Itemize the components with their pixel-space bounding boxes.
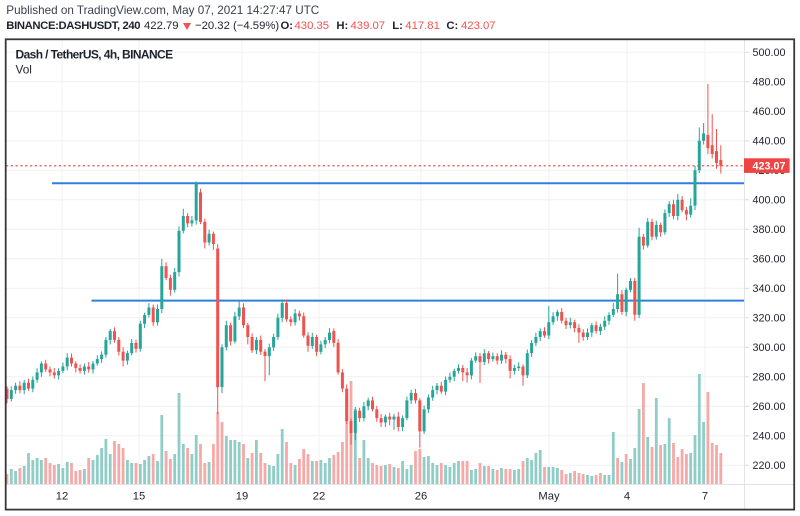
svg-text:19: 19 bbox=[236, 491, 248, 503]
svg-text:4: 4 bbox=[624, 491, 630, 503]
svg-text:26: 26 bbox=[415, 491, 427, 503]
svg-text:May: May bbox=[538, 491, 560, 503]
svg-text:Vol: Vol bbox=[16, 63, 32, 77]
svg-text:400.00: 400.00 bbox=[753, 195, 786, 207]
svg-text:380.00: 380.00 bbox=[753, 224, 786, 236]
svg-text:Dash / TetherUS, 4h, BINANCE: Dash / TetherUS, 4h, BINANCE bbox=[16, 48, 174, 62]
svg-text:423.07: 423.07 bbox=[753, 161, 786, 173]
svg-text:220.00: 220.00 bbox=[753, 460, 786, 472]
svg-text:7: 7 bbox=[702, 491, 708, 503]
svg-text:360.00: 360.00 bbox=[753, 254, 786, 266]
svg-text:300.00: 300.00 bbox=[753, 342, 786, 354]
svg-text:15: 15 bbox=[133, 491, 145, 503]
svg-text:500.00: 500.00 bbox=[753, 47, 786, 59]
svg-text:440.00: 440.00 bbox=[753, 136, 786, 148]
svg-text:22: 22 bbox=[313, 491, 325, 503]
svg-text:480.00: 480.00 bbox=[753, 77, 786, 89]
svg-text:280.00: 280.00 bbox=[753, 372, 786, 384]
svg-text:12: 12 bbox=[56, 491, 68, 503]
svg-text:260.00: 260.00 bbox=[753, 401, 786, 413]
svg-text:240.00: 240.00 bbox=[753, 431, 786, 443]
svg-text:340.00: 340.00 bbox=[753, 283, 786, 295]
svg-text:460.00: 460.00 bbox=[753, 106, 786, 118]
svg-text:320.00: 320.00 bbox=[753, 313, 786, 325]
